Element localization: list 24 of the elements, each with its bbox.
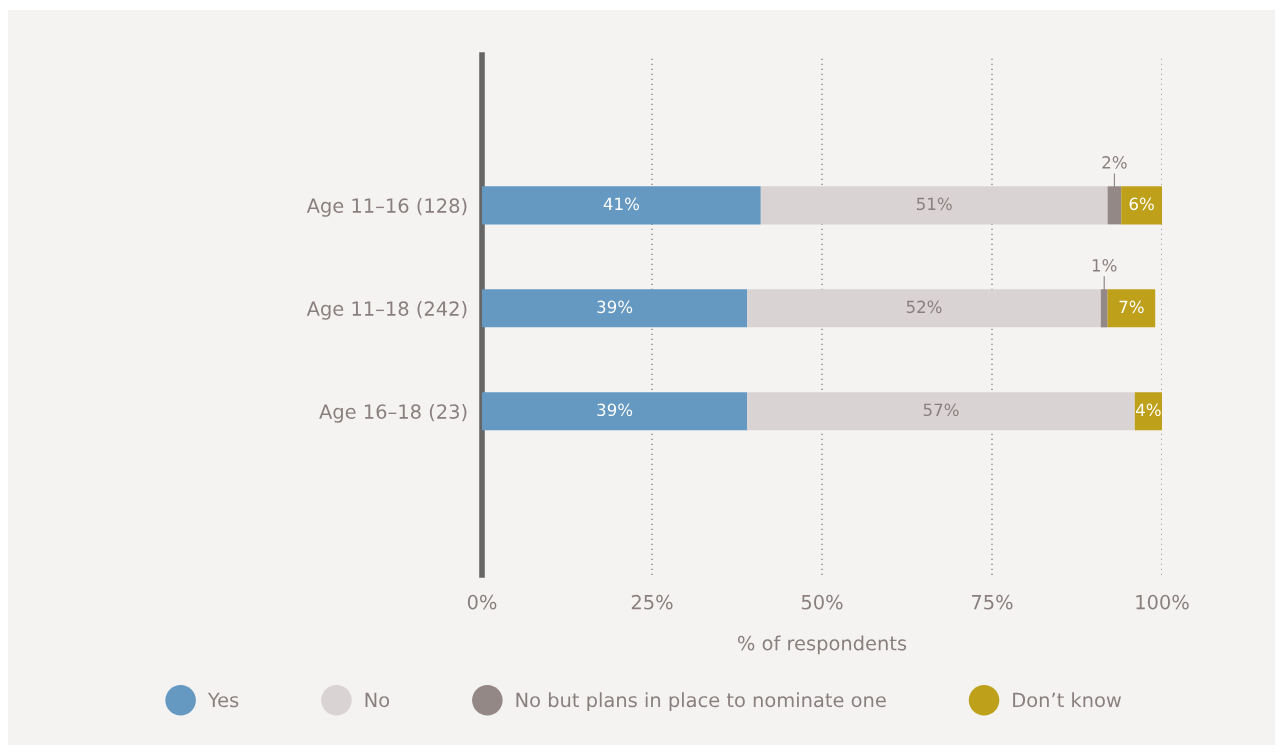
x-tick-label: 75% xyxy=(971,594,1013,610)
data-label: 1% xyxy=(1092,259,1117,272)
data-label: 4% xyxy=(1135,403,1161,417)
x-tick-label: 50% xyxy=(801,594,843,610)
data-label: 39% xyxy=(597,300,633,314)
data-label: 51% xyxy=(916,197,952,211)
legend-label: No but plans in place to nominate one xyxy=(516,692,886,712)
data-label: 57% xyxy=(923,403,959,417)
x-tick-label: 0% xyxy=(467,594,497,610)
legend-label: No xyxy=(365,692,390,708)
legend-label: Yes xyxy=(207,692,239,708)
y-tick-label: Age 16–18 (23) xyxy=(319,403,467,423)
x-tick-label: 25% xyxy=(631,594,673,610)
data-label: 41% xyxy=(603,197,639,211)
data-label: 2% xyxy=(1102,156,1127,169)
legend-label: Don’t know xyxy=(1013,692,1122,708)
y-tick-label: Age 11–16 (128) xyxy=(306,197,467,217)
y-tick-label: Age 11–18 (242) xyxy=(306,300,467,320)
data-label: 39% xyxy=(597,403,633,417)
data-label: 6% xyxy=(1129,197,1154,211)
x-axis-title: % of respondents xyxy=(737,635,907,655)
data-label: 52% xyxy=(906,300,942,314)
x-tick-label: 100% xyxy=(1136,594,1189,610)
data-label: 7% xyxy=(1119,300,1144,314)
